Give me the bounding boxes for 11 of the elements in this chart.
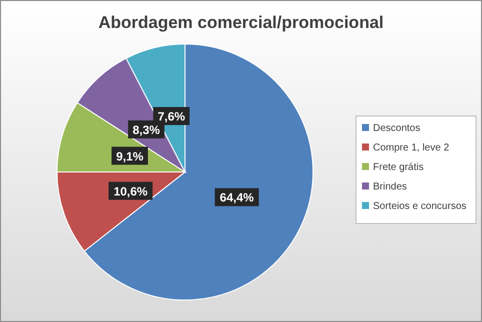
data-label: 7,6%: [158, 110, 186, 124]
legend-label: Sorteios e concursos: [373, 201, 466, 212]
data-label: 8,3%: [132, 122, 160, 137]
chart-title: Abordagem comercial/promocional: [98, 13, 384, 32]
data-label: 64,4%: [220, 190, 254, 205]
legend-label: Compre 1, leve 2: [373, 142, 450, 154]
slice-label: Descontos: [373, 123, 420, 134]
data-label: 10,6%: [114, 184, 148, 198]
legend-label: Brindes: [373, 182, 407, 192]
data-label: 9,1%: [116, 149, 144, 164]
legend-label: Frete grátis: [373, 162, 424, 173]
